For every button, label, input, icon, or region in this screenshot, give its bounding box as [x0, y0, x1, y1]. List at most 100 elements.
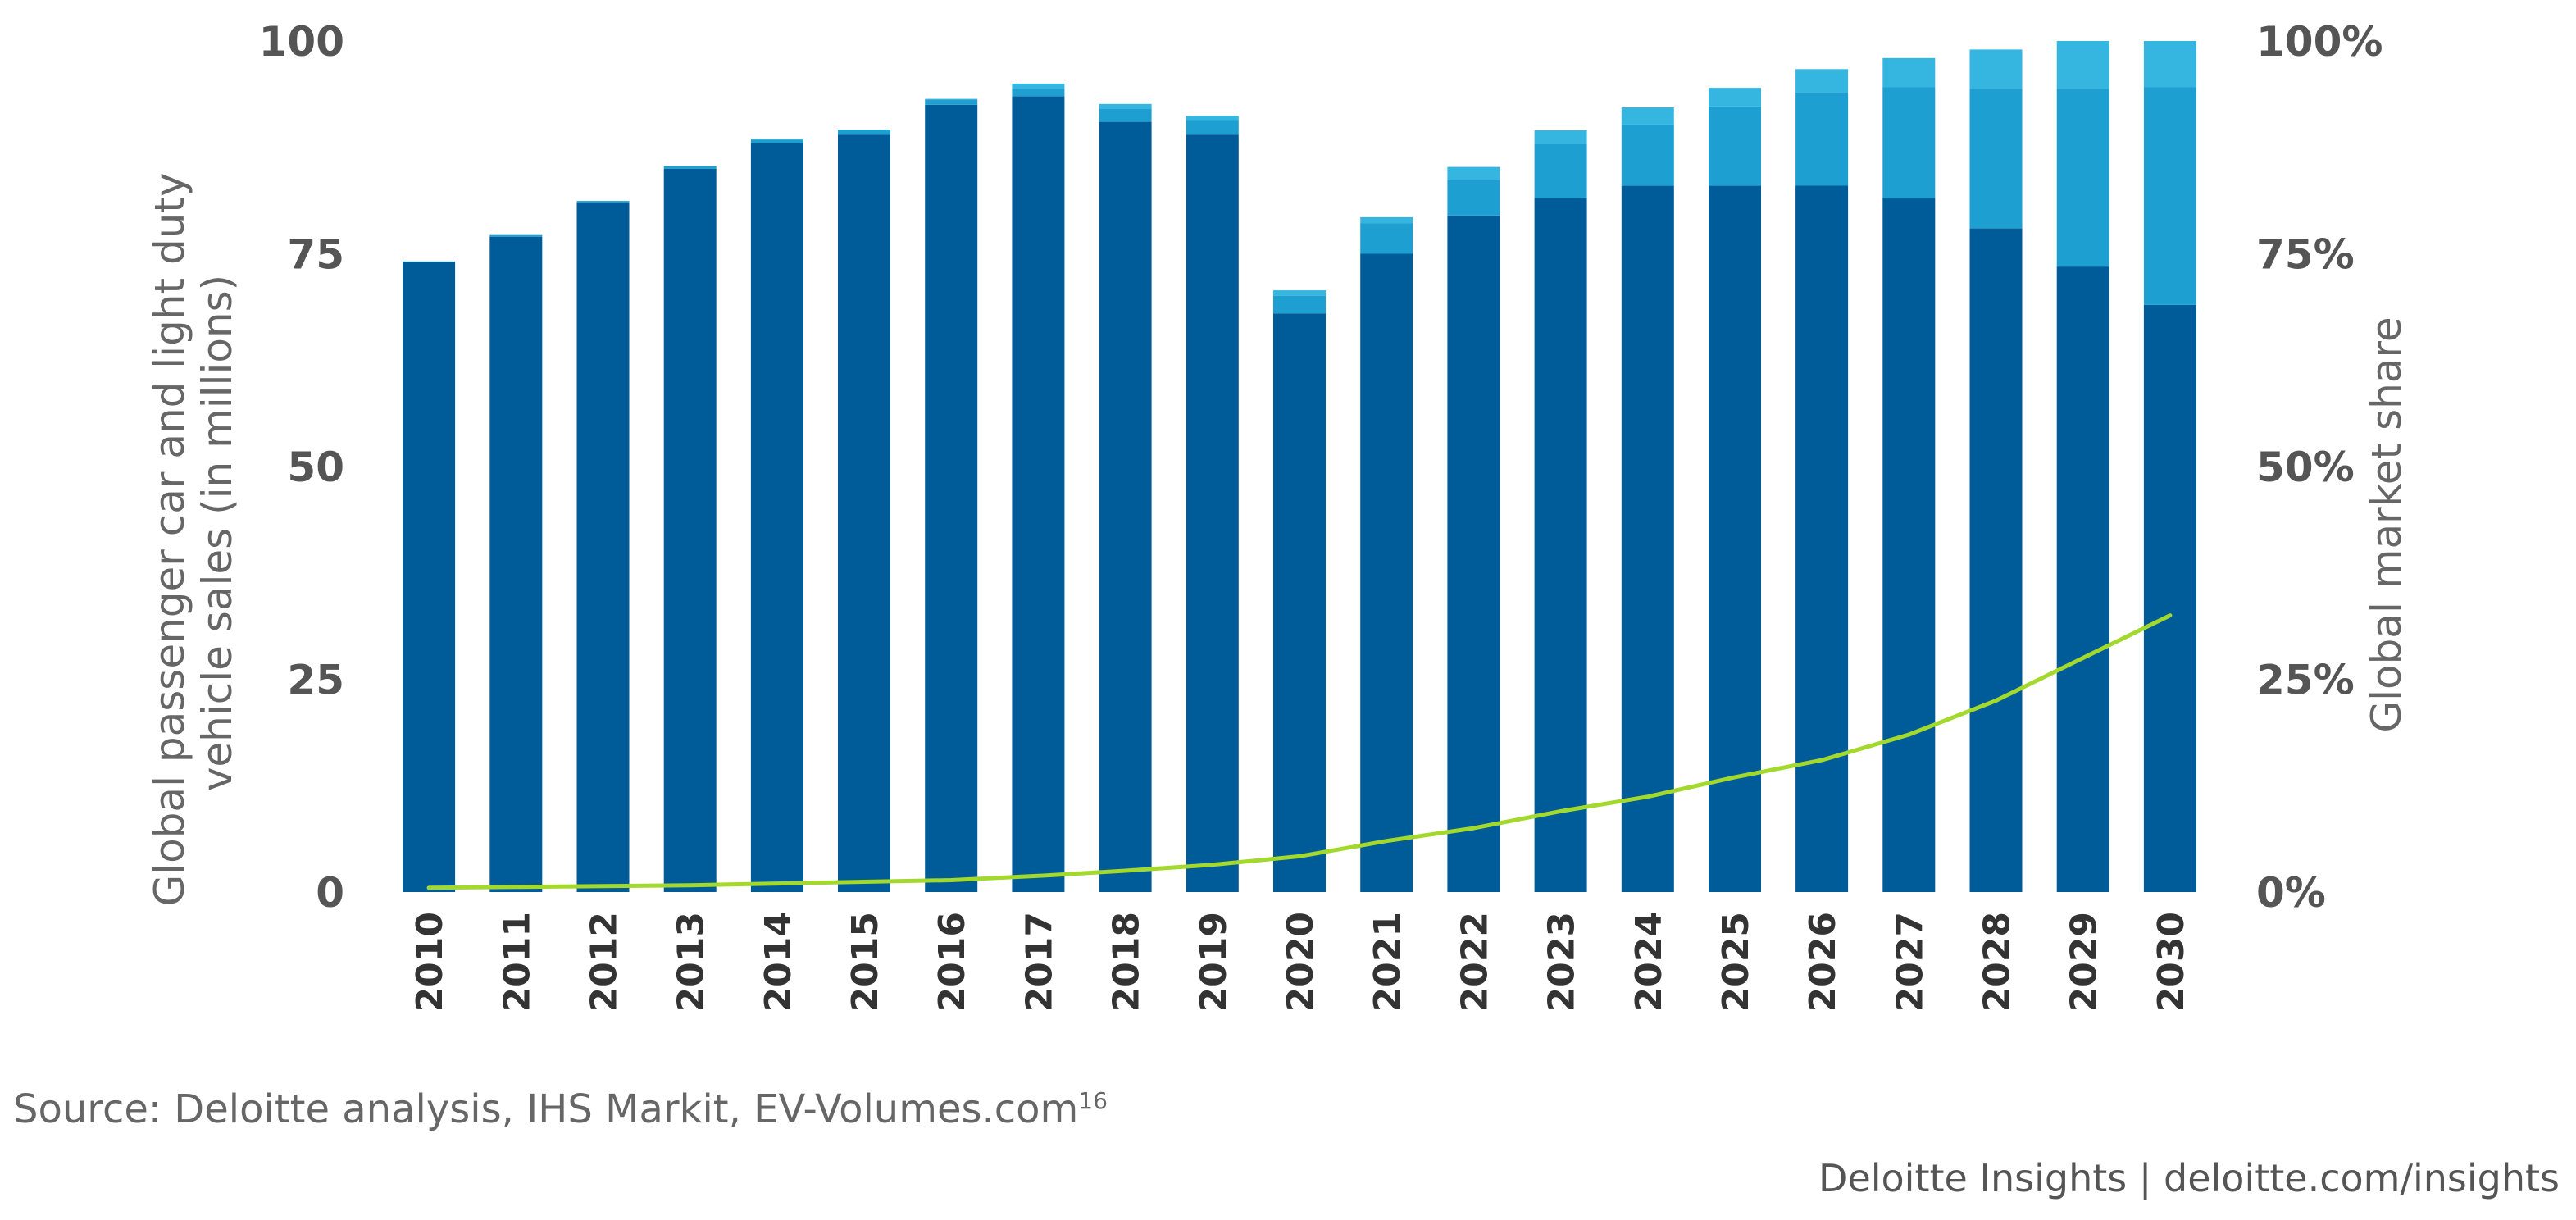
market-share-line [426, 613, 2173, 890]
bar-2012-series-0 [576, 203, 630, 892]
x-tick-2021: 2021 [1367, 912, 1409, 1012]
bar-2029-series-2 [2056, 41, 2109, 89]
right-tick-50pct: 50% [2256, 444, 2355, 491]
bar-2019-series-0 [1186, 134, 1239, 892]
bars-layer [403, 41, 2196, 893]
x-tick-2027: 2027 [1889, 912, 1931, 1012]
bar-2023-series-2 [1534, 130, 1587, 144]
x-tick-2015: 2015 [844, 912, 886, 1012]
right-tick-100pct: 100% [2256, 18, 2383, 66]
bar-2016-series-0 [925, 104, 978, 893]
left-axis-label-line2: vehicle sales (in millions) [193, 275, 241, 791]
x-tick-2029: 2029 [2064, 912, 2105, 1012]
bar-2027-series-2 [1882, 57, 1936, 88]
bar-2028-series-1 [1969, 89, 2023, 229]
bar-2018-series-1 [1099, 109, 1152, 122]
bar-2011-series-1 [489, 234, 543, 237]
bar-2024-series-2 [1621, 107, 1674, 125]
x-tick-2020: 2020 [1280, 912, 1322, 1012]
x-tick-2026: 2026 [1802, 912, 1844, 1012]
x-tick-2014: 2014 [758, 912, 799, 1012]
x-tick-2028: 2028 [1977, 912, 2018, 1012]
bar-2017-series-1 [1012, 89, 1065, 97]
bar-2010-series-0 [403, 262, 456, 892]
bar-2023-series-0 [1534, 198, 1587, 892]
bar-2021-series-2 [1360, 216, 1413, 224]
bar-2021-series-0 [1360, 253, 1413, 892]
bar-2027-series-0 [1882, 198, 1936, 892]
bar-2015-series-1 [838, 130, 890, 135]
bar-2019-series-2 [1186, 116, 1239, 121]
x-tick-2022: 2022 [1454, 912, 1495, 1012]
bar-2026-series-1 [1795, 92, 1849, 186]
bar-2011-series-0 [489, 236, 543, 892]
x-tick-2010: 2010 [409, 912, 451, 1012]
bar-2015-series-0 [838, 134, 890, 892]
right-tick-25pct: 25% [2256, 657, 2355, 704]
bar-2029-series-1 [2056, 89, 2109, 266]
bar-2022-series-0 [1447, 215, 1500, 892]
bar-2026-series-0 [1795, 185, 1849, 892]
ev-sales-chart: 0 25 50 75 100 0% 25% 50% 75% 100% 2010 2011 2012 2… [146, 18, 2410, 1012]
bar-2029-series-0 [2056, 266, 2109, 893]
bar-2012-series-1 [576, 201, 630, 203]
brand-footer: Deloitte Insights | deloitte.com/insight… [1818, 1156, 2560, 1200]
bar-2030-series-2 [2143, 41, 2196, 88]
bar-2025-series-1 [1709, 106, 1761, 186]
bar-2026-series-2 [1795, 69, 1849, 93]
market-share-line-layer [426, 613, 2173, 890]
bar-2028-series-0 [1969, 228, 2023, 892]
bar-2014-series-0 [750, 143, 803, 893]
left-tick-25: 25 [287, 657, 344, 704]
bar-2017-series-0 [1012, 96, 1065, 892]
right-tick-0pct: 0% [2256, 869, 2326, 917]
x-tick-2030: 2030 [2150, 912, 2192, 1012]
x-tick-2011: 2011 [496, 912, 538, 1012]
bar-2014-series-1 [750, 139, 803, 143]
x-tick-2012: 2012 [584, 912, 626, 1012]
bar-2025-series-2 [1709, 88, 1761, 107]
source-note: Source: Deloitte analysis, IHS Markit, E… [13, 1086, 1108, 1132]
x-tick-2018: 2018 [1106, 912, 1148, 1012]
bar-2020-series-1 [1273, 295, 1326, 314]
x-axis-ticks: 2010 2011 2012 2013 2014 2015 2016 2017 2018 2019… [409, 912, 2192, 1012]
x-tick-2023: 2023 [1541, 912, 1583, 1012]
bar-2024-series-1 [1621, 124, 1674, 186]
bar-2017-series-2 [1012, 83, 1065, 89]
bar-2020-series-2 [1273, 290, 1326, 296]
x-tick-2017: 2017 [1018, 912, 1060, 1012]
bar-2022-series-2 [1447, 166, 1500, 180]
bar-2025-series-0 [1709, 185, 1761, 892]
source-footnote: 16 [1078, 1087, 1108, 1114]
bar-2016-series-1 [925, 99, 978, 105]
source-text: Source: Deloitte analysis, IHS Markit, E… [13, 1086, 1079, 1132]
x-tick-2019: 2019 [1193, 912, 1235, 1012]
bar-2019-series-1 [1186, 120, 1239, 135]
bar-2030-series-1 [2143, 87, 2196, 305]
left-tick-100: 100 [259, 18, 344, 66]
right-axis-ticks: 0% 25% 50% 75% 100% [2256, 18, 2383, 917]
bar-2022-series-1 [1447, 180, 1500, 216]
bar-2030-series-0 [2143, 304, 2196, 892]
bar-2024-series-0 [1621, 185, 1674, 892]
bar-2018-series-0 [1099, 121, 1152, 893]
x-tick-2013: 2013 [671, 912, 712, 1012]
left-axis-label: Global passenger car and light duty vehi… [146, 159, 241, 906]
bar-2016-series-2 [925, 98, 978, 100]
bar-2018-series-2 [1099, 103, 1152, 109]
x-tick-2025: 2025 [1715, 912, 1757, 1012]
x-tick-2024: 2024 [1628, 912, 1670, 1012]
left-tick-0: 0 [316, 869, 344, 917]
left-axis-label-line1: Global passenger car and light duty [146, 172, 193, 906]
right-tick-75pct: 75% [2256, 231, 2355, 279]
bar-2020-series-0 [1273, 313, 1326, 892]
left-tick-75: 75 [287, 231, 344, 279]
bar-2013-series-0 [663, 168, 717, 892]
bar-2013-series-1 [663, 166, 717, 169]
bar-2023-series-1 [1534, 143, 1587, 198]
bar-2027-series-1 [1882, 87, 1936, 199]
left-tick-50: 50 [287, 444, 344, 491]
bar-2028-series-2 [1969, 49, 2023, 89]
left-axis-ticks: 0 25 50 75 100 [259, 18, 344, 917]
right-axis-label: Global market share [2363, 316, 2410, 732]
